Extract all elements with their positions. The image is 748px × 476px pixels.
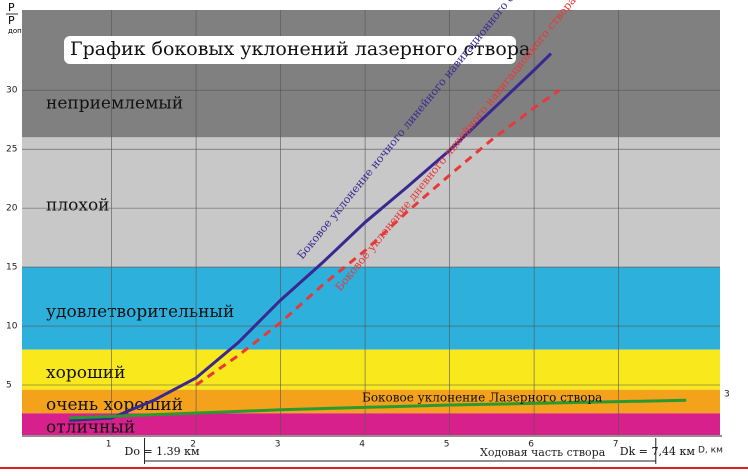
y-label: P bbox=[8, 1, 15, 14]
zone bbox=[22, 137, 720, 268]
y-tick-label: 25 bbox=[6, 145, 17, 155]
x-tick-label: 3 bbox=[275, 440, 281, 450]
chart-title: График боковых уклонений лазерного створ… bbox=[70, 38, 530, 60]
zone-label: неприемлемый bbox=[46, 94, 183, 114]
y-tick-label: 15 bbox=[6, 263, 17, 273]
marker-label: Do = 1.39 км bbox=[125, 445, 201, 458]
x-tick-label: 7 bbox=[613, 440, 619, 450]
x-tick-label: 2 bbox=[190, 440, 196, 450]
x-tick-label: 4 bbox=[359, 440, 365, 450]
x-tick-label: 5 bbox=[444, 440, 450, 450]
range-label: Ходовая часть створа bbox=[480, 446, 606, 459]
series-line bbox=[195, 88, 561, 387]
zone-label: отличный bbox=[46, 418, 135, 438]
title-box bbox=[64, 36, 516, 64]
y-tick-label: 5 bbox=[6, 381, 12, 391]
x-tick-label: 6 bbox=[528, 440, 534, 450]
y-label-sub: доп bbox=[8, 27, 22, 35]
zone bbox=[22, 10, 720, 138]
side-note: 3 bbox=[724, 390, 730, 400]
y-label-denominator: P bbox=[8, 14, 15, 27]
zone bbox=[22, 413, 720, 435]
series-line bbox=[69, 398, 687, 420]
zone-label: хороший bbox=[46, 363, 125, 383]
zone-label: очень хороший bbox=[46, 395, 183, 415]
zone bbox=[22, 349, 720, 390]
y-tick-label: 30 bbox=[6, 86, 18, 96]
x-tick-label: 1 bbox=[106, 440, 112, 450]
series-line bbox=[69, 52, 553, 422]
laser-annotation: Боковое уклонение Лазерного створа bbox=[362, 391, 602, 405]
y-tick-label: 10 bbox=[6, 322, 18, 332]
marker-label: Dk = 7,44 км bbox=[620, 445, 696, 458]
x-label: D, км bbox=[698, 446, 723, 456]
zone bbox=[22, 267, 720, 350]
zone-label: плохой bbox=[46, 196, 110, 216]
y-tick-label: 20 bbox=[6, 204, 18, 214]
zone bbox=[22, 389, 720, 414]
zone-label: удовлетворительный bbox=[46, 302, 234, 322]
